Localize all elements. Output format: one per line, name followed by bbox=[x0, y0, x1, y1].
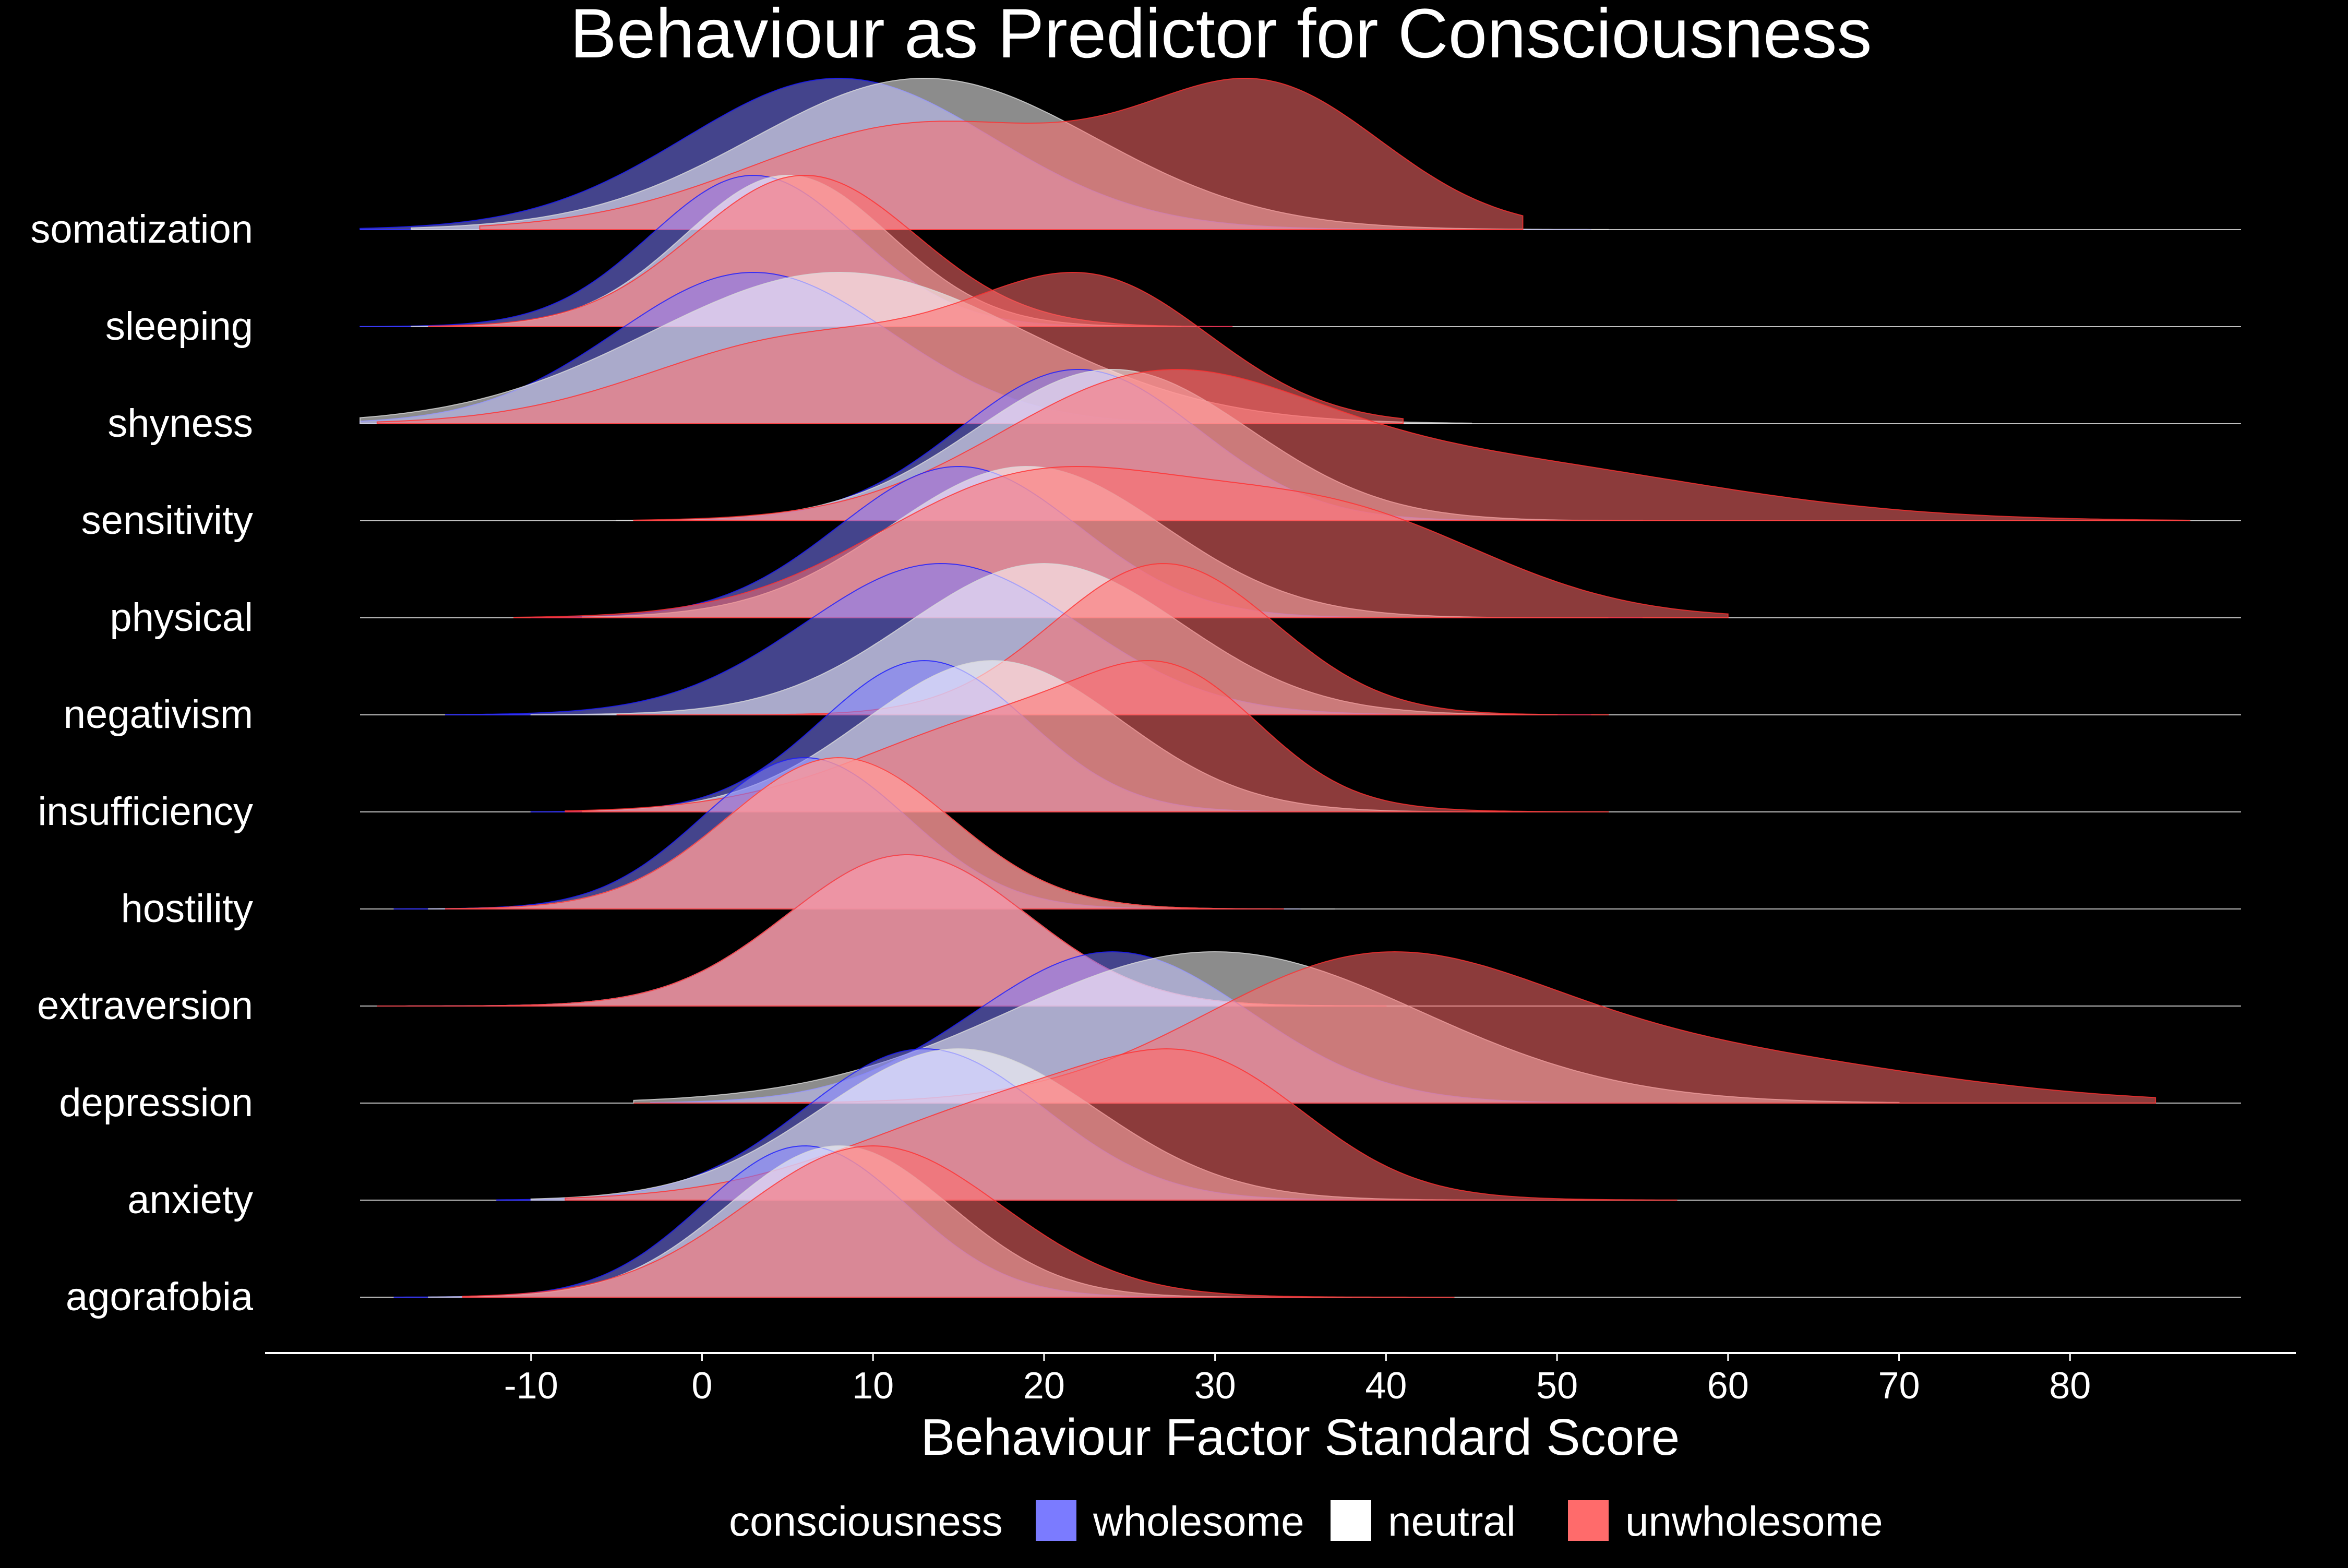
legend-label-neutral: neutral bbox=[1388, 1498, 1516, 1545]
ridge-depression bbox=[360, 951, 2241, 1104]
x-axis-title: Behaviour Factor Standard Score bbox=[921, 1408, 1680, 1466]
x-tick-label: -10 bbox=[504, 1365, 558, 1407]
y-tick-label-negativism: negativism bbox=[64, 692, 253, 737]
y-tick-label-sensitivity: sensitivity bbox=[81, 498, 253, 543]
y-tick-label-insufficiency: insufficiency bbox=[38, 789, 253, 834]
legend-swatch-unwholesome bbox=[1568, 1500, 1609, 1541]
x-axis-ticks: -10 0 10 20 30 40 50 60 70 80 bbox=[504, 1353, 2091, 1407]
density-negativism-unwholesome bbox=[616, 562, 1609, 715]
legend-label-wholesome: wholesome bbox=[1093, 1498, 1304, 1545]
x-tick-label: 20 bbox=[1023, 1365, 1065, 1407]
y-axis-labels: somatization sleeping shyness sensitivity ph… bbox=[30, 207, 253, 1319]
ridge-negativism bbox=[360, 562, 2241, 715]
y-tick-label-hostility: hostility bbox=[121, 887, 253, 931]
x-tick-label: 30 bbox=[1194, 1365, 1236, 1407]
x-tick-label: 80 bbox=[2049, 1365, 2091, 1407]
density-hostility-unwholesome bbox=[445, 757, 1284, 909]
ridge-hostility bbox=[360, 757, 2241, 909]
x-tick-label: 70 bbox=[1878, 1365, 1920, 1407]
legend-items: wholesome neutral unwholesome bbox=[1036, 1498, 1883, 1545]
ridge-physical bbox=[360, 465, 2241, 618]
y-tick-label-sleeping: sleeping bbox=[105, 304, 253, 349]
chart-title: Behaviour as Predictor for Consciousness bbox=[570, 0, 1872, 73]
y-tick-label-anxiety: anxiety bbox=[127, 1178, 253, 1222]
y-tick-label-shyness: shyness bbox=[107, 401, 253, 446]
legend: consciousness wholesome neutral unwholesom… bbox=[729, 1498, 1883, 1545]
y-tick-label-physical: physical bbox=[110, 595, 253, 640]
x-tick-label: 50 bbox=[1536, 1365, 1578, 1407]
legend-swatch-neutral bbox=[1331, 1500, 1371, 1541]
density-agorafobia-unwholesome bbox=[462, 1145, 1455, 1298]
density-physical-unwholesome bbox=[513, 465, 1729, 618]
x-tick-label: 40 bbox=[1365, 1365, 1407, 1407]
legend-swatch-wholesome bbox=[1036, 1500, 1076, 1541]
y-tick-label-agorafobia: agorafobia bbox=[66, 1275, 254, 1319]
x-tick-label: 0 bbox=[691, 1365, 712, 1407]
x-tick-label: 60 bbox=[1707, 1365, 1749, 1407]
y-tick-label-extraversion: extraversion bbox=[37, 984, 253, 1028]
legend-label-unwholesome: unwholesome bbox=[1625, 1498, 1883, 1545]
ridge-agorafobia bbox=[360, 1145, 2241, 1298]
y-tick-label-depression: depression bbox=[59, 1081, 253, 1125]
x-tick-label: 10 bbox=[852, 1365, 894, 1407]
ridges-group bbox=[360, 77, 2241, 1298]
legend-title: consciousness bbox=[729, 1498, 1003, 1545]
ridge-somatization bbox=[360, 77, 2241, 230]
y-tick-label-somatization: somatization bbox=[30, 207, 253, 252]
